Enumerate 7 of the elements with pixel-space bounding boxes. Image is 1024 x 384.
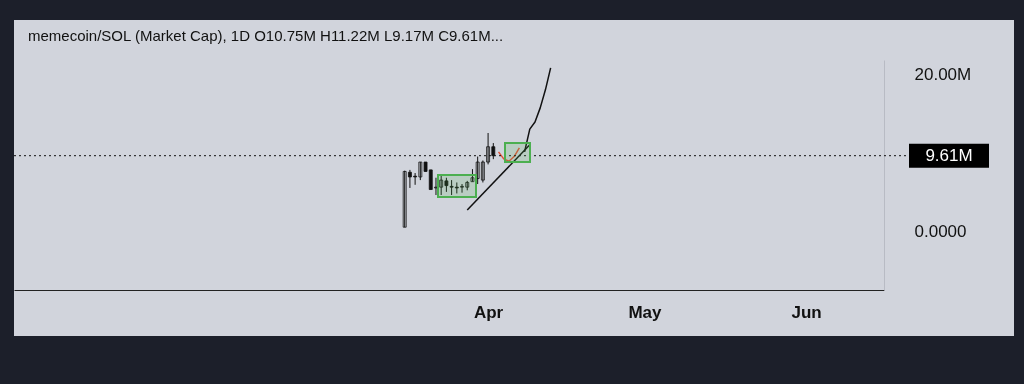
ref-line-label: 9.61M: [925, 145, 973, 165]
y-tick-label: 0.0000: [914, 221, 967, 241]
y-tick-label: 20.00M: [914, 64, 972, 84]
x-tick-label: May: [628, 302, 663, 322]
chart-title: memecoin/SOL (Market Cap), 1D O10.75M H11.22M L9.17M C9.61M...: [28, 27, 504, 44]
x-tick-label: Apr: [473, 302, 504, 322]
x-tick-label: Jun: [791, 302, 822, 322]
